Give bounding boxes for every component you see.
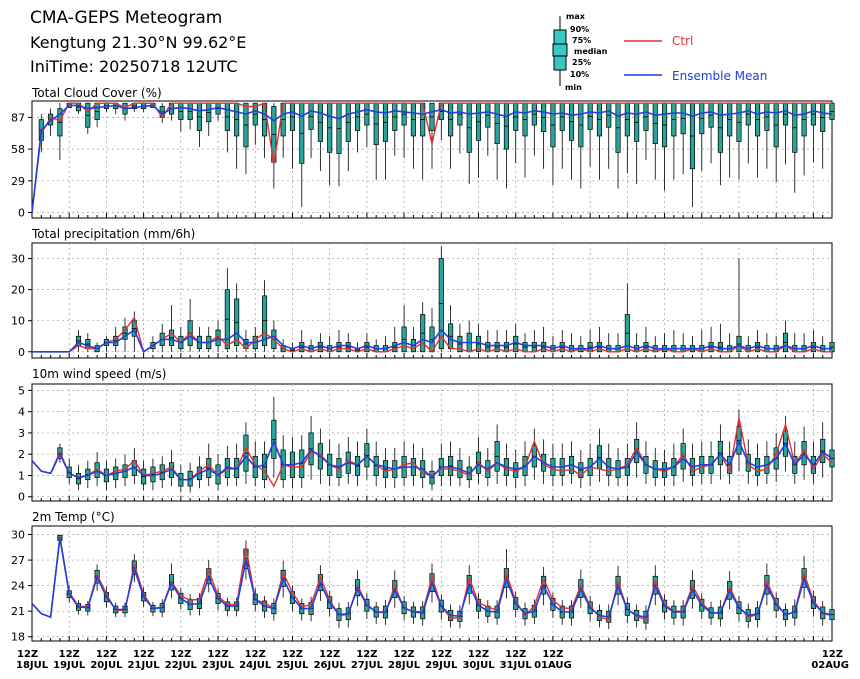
- legend: max 90% 75% median 25% 10% min Ctrl Ense…: [552, 12, 767, 92]
- x-tick-label-date: 19JUL: [53, 660, 86, 671]
- legend-box-upper: [553, 29, 567, 45]
- x-tick-label-date: 24JUL: [239, 660, 272, 671]
- legend-label-25: 25%: [572, 58, 591, 67]
- location-subtitle: Kengtung 21.30°N 99.62°E: [30, 33, 247, 52]
- x-tick-label-hour: 12Z: [822, 649, 843, 660]
- precip-ytick-label: 0: [18, 346, 25, 359]
- precip-ytick-label: 30: [11, 253, 25, 266]
- x-tick-label-date: 25JUL: [276, 660, 309, 671]
- wind-mean-line: [31, 439, 833, 481]
- precip-ctrl-line: [32, 316, 832, 353]
- cloud-ytick-label: 0: [18, 207, 25, 220]
- wind-panel-title: 10m wind speed (m/s): [32, 367, 167, 381]
- legend-label-median: median: [574, 47, 608, 56]
- legend-box-lower: [553, 55, 567, 71]
- precip-ytick-label: 10: [11, 315, 25, 328]
- x-tick-label-hour: 12Z: [542, 649, 563, 660]
- x-tick-label-date: 18JUL: [16, 660, 49, 671]
- temp-ytick-label: 18: [11, 631, 25, 644]
- wind-ctrl-line: [31, 417, 833, 488]
- x-tick-label-hour: 12Z: [59, 649, 80, 660]
- x-tick-label-date: 30JUL: [462, 660, 495, 671]
- legend-ctrl-label: Ctrl: [672, 34, 693, 48]
- temp-ytick-label: 27: [11, 554, 25, 567]
- x-tick-label-date: 01AUG: [534, 660, 572, 671]
- x-tick-label-hour: 12Z: [207, 649, 228, 660]
- legend-label-10: 10%: [570, 70, 589, 79]
- temp-panel: 18 21 24 27 30: [11, 525, 835, 644]
- legend-mean-label: Ensemble Mean: [672, 69, 767, 83]
- precip-mean-line: [32, 328, 832, 354]
- cloud-ytick-label: 58: [11, 143, 25, 156]
- cloud-ytick-label: 29: [11, 175, 25, 188]
- x-tick-label-date: 26JUL: [314, 660, 347, 671]
- cloud-mean-line: [31, 104, 833, 213]
- x-tick-label-hour: 12Z: [96, 649, 117, 660]
- legend-label-min: min: [565, 83, 582, 92]
- x-tick-label-date: 22JUL: [165, 660, 198, 671]
- temp-panel-title: 2m Temp (°C): [32, 510, 115, 524]
- x-tick-label-date: 31JUL: [500, 660, 533, 671]
- legend-label-90: 90%: [570, 25, 589, 34]
- x-tick-label-hour: 12Z: [319, 649, 340, 660]
- x-tick-label-date: 02AUG: [811, 660, 849, 671]
- temp-ytick-label: 21: [11, 605, 25, 618]
- precip-panel-title: Total precipitation (mm/6h): [32, 227, 196, 241]
- x-tick-label-hour: 12Z: [468, 649, 489, 660]
- legend-label-max: max: [566, 12, 586, 21]
- temp-mean-line: [31, 537, 833, 619]
- x-tick-label-hour: 12Z: [505, 649, 526, 660]
- x-tick-label-date: 27JUL: [351, 660, 384, 671]
- title: CMA-GEPS Meteogram: [30, 8, 223, 28]
- cloud-panel-title: Total Cloud Cover (%): [32, 86, 162, 100]
- precip-ytick-label: 20: [11, 284, 25, 297]
- x-tick-label-date: 23JUL: [202, 660, 235, 671]
- temp-ytick-label: 30: [11, 529, 25, 542]
- x-tick-label-date: 21JUL: [128, 660, 161, 671]
- x-tick-label-date: 29JUL: [425, 660, 458, 671]
- wind-ytick-label: 2: [18, 448, 25, 461]
- wind-ytick-label: 0: [18, 491, 25, 504]
- wind-ytick-label: 4: [18, 406, 25, 419]
- x-tick-label-hour: 12Z: [356, 649, 377, 660]
- x-axis: 12Z18JUL12Z19JUL12Z20JUL12Z21JUL12Z22JUL…: [16, 649, 849, 671]
- wind-ytick-label: 3: [18, 427, 25, 440]
- x-tick-label-hour: 12Z: [170, 649, 191, 660]
- wind-ytick-label: 5: [18, 384, 25, 397]
- wind-panel: 0 1 2 3 4 5: [18, 383, 835, 504]
- x-tick-label-hour: 12Z: [133, 649, 154, 660]
- precip-panel: 0 10 20 30: [11, 242, 835, 359]
- init-time-subtitle: IniTime: 20250718 12UTC: [30, 57, 238, 76]
- cloud-panel: 0 29 58 87: [11, 100, 835, 220]
- legend-label-75: 75%: [572, 36, 591, 45]
- legend-box-center: [552, 43, 568, 57]
- temp-ytick-label: 24: [11, 580, 25, 593]
- x-tick-label-hour: 12Z: [431, 649, 452, 660]
- x-tick-label-hour: 12Z: [282, 649, 303, 660]
- x-tick-label-hour: 12Z: [245, 649, 266, 660]
- panels: 0 29 58 87 0 10 20 30 0 1 2 3 4 5 18 21 24 27 30: [11, 100, 835, 644]
- wind-ytick-label: 1: [18, 469, 25, 482]
- x-tick-label-hour: 12Z: [17, 649, 38, 660]
- x-tick-label-date: 20JUL: [90, 660, 123, 671]
- x-tick-label-date: 28JUL: [388, 660, 421, 671]
- cloud-ytick-label: 87: [11, 111, 25, 124]
- x-tick-label-hour: 12Z: [394, 649, 415, 660]
